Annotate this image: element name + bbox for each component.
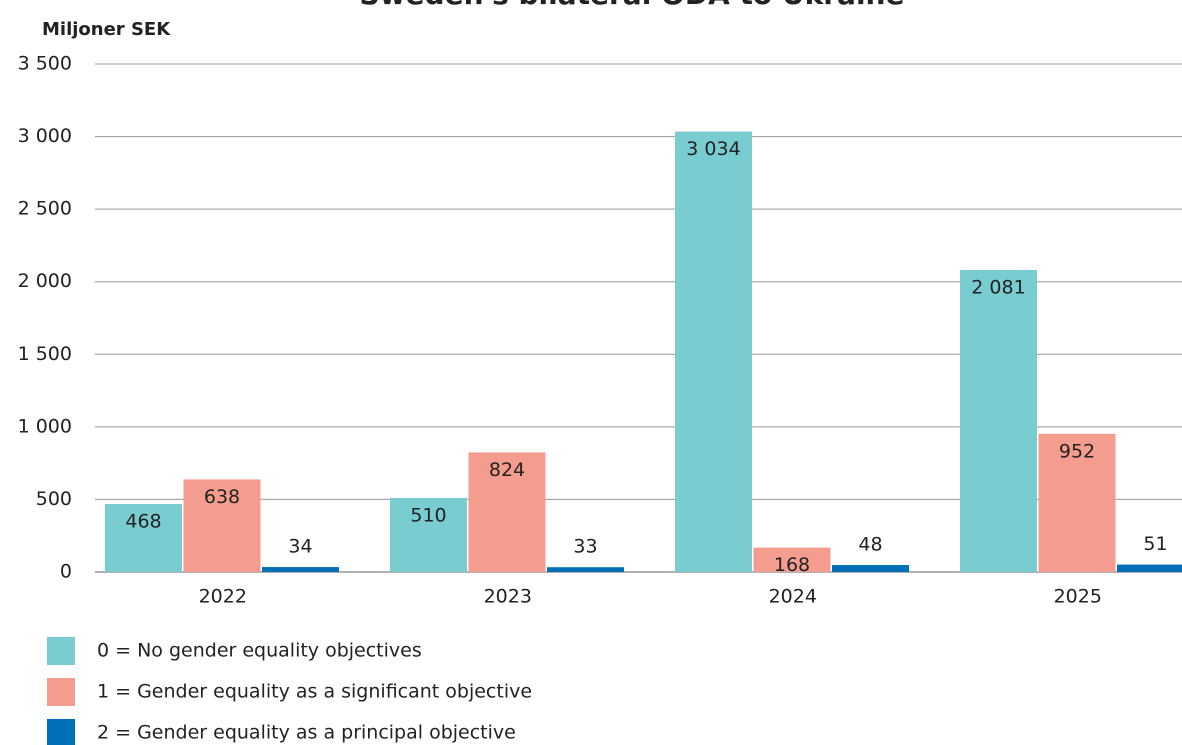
y-tick-label: 0 (60, 561, 72, 583)
y-axis-label: Miljoner SEK (42, 19, 171, 40)
data-label: 638 (204, 486, 240, 508)
legend-label: 0 = No gender equality objectives (97, 640, 422, 662)
bar (1117, 564, 1182, 572)
bar (832, 565, 909, 572)
data-label: 168 (774, 554, 810, 576)
data-label: 3 034 (686, 138, 740, 160)
x-tick-label: 2025 (1054, 586, 1102, 608)
x-tick-label: 2022 (199, 586, 247, 608)
data-label: 2 081 (971, 276, 1025, 298)
y-tick-label: 2 500 (18, 198, 72, 220)
bar (105, 504, 182, 572)
bar (675, 131, 752, 572)
x-tick-label: 2024 (769, 586, 817, 608)
y-tick-label: 500 (36, 488, 72, 510)
bar (468, 452, 546, 572)
legend-swatch (47, 637, 75, 665)
y-tick-label: 1 500 (18, 343, 72, 365)
y-tick-label: 3 500 (18, 53, 72, 75)
bar (547, 567, 624, 572)
legend-label: 2 = Gender equality as a principal objec… (97, 722, 516, 744)
y-tick-label: 3 000 (18, 125, 72, 147)
data-label: 34 (288, 536, 312, 558)
bar (390, 497, 467, 572)
data-label: 51 (1143, 533, 1167, 555)
legend-swatch (47, 678, 75, 706)
bar (262, 567, 339, 572)
legend-swatch (47, 719, 75, 745)
data-label: 33 (573, 536, 597, 558)
bar (960, 269, 1037, 572)
bar (753, 547, 831, 572)
chart-title: Sweden's bilateral ODA to Ukraine (360, 0, 905, 11)
data-label: 468 (125, 511, 161, 533)
y-tick-label: 1 000 (18, 415, 72, 437)
data-label: 510 (410, 504, 446, 526)
bar (1038, 433, 1116, 572)
x-tick-label: 2023 (484, 586, 532, 608)
y-tick-label: 2 000 (18, 270, 72, 292)
bar (183, 479, 261, 572)
data-label: 952 (1059, 440, 1095, 462)
data-label: 48 (858, 534, 882, 556)
legend-label: 1 = Gender equality as a significant obj… (97, 681, 532, 703)
data-label: 824 (489, 459, 525, 481)
